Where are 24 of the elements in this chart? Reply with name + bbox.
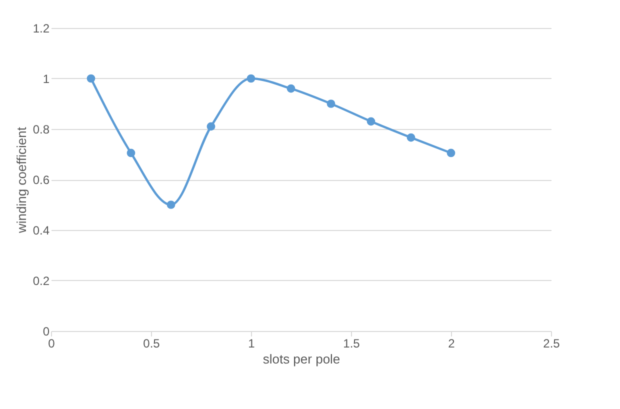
x-tick-label: 1 (248, 336, 256, 350)
point (286, 84, 296, 93)
y-tick-label: 0 (42, 324, 50, 338)
x-tick-label: 2.5 (543, 336, 560, 350)
y-tick-label: 0.6 (32, 173, 50, 187)
y-tick-label: 0.2 (32, 274, 50, 288)
point (166, 200, 176, 209)
x-tick-label: 1.5 (343, 336, 360, 350)
y-tick-label: 0.8 (32, 122, 50, 136)
point (206, 122, 216, 131)
point (86, 74, 96, 83)
point (446, 148, 456, 158)
point (326, 100, 336, 108)
y-tick-label: 1 (42, 72, 50, 86)
point (366, 117, 376, 126)
y-axis-title: winding coefficient (14, 126, 29, 234)
point (246, 74, 256, 83)
x-axis-title: slots per pole (262, 352, 340, 366)
x-tick-label: 2 (448, 336, 456, 350)
point (406, 133, 416, 142)
point (126, 148, 136, 158)
x-tick-label: 0.5 (143, 336, 160, 350)
y-tick-label: 1.2 (32, 22, 50, 36)
y-tick-label: 0.4 (32, 224, 50, 238)
